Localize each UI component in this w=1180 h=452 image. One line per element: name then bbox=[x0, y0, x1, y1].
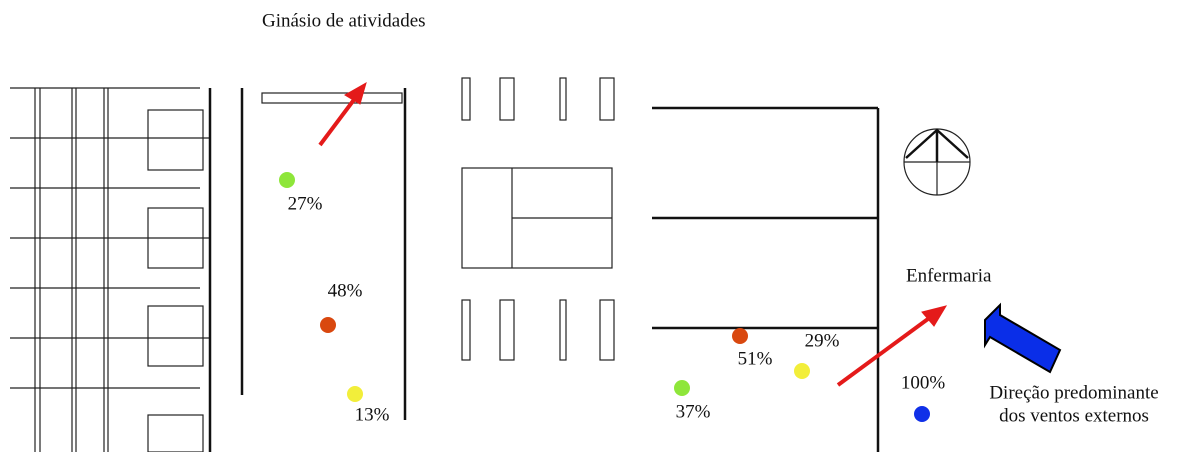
wind-label: dos ventos externos bbox=[999, 405, 1149, 426]
measure-point bbox=[320, 317, 336, 333]
measure-point bbox=[347, 386, 363, 402]
measure-label: 37% bbox=[676, 401, 711, 422]
measure-point bbox=[914, 406, 930, 422]
measure-point bbox=[794, 363, 810, 379]
floor-plan bbox=[10, 77, 1062, 452]
wind-label: Direção predominante bbox=[989, 382, 1158, 403]
gym-label: Ginásio de atividades bbox=[262, 10, 426, 31]
measure-label: 48% bbox=[328, 280, 363, 301]
measure-label: 100% bbox=[901, 372, 946, 393]
measure-point bbox=[674, 380, 690, 396]
measure-label: 13% bbox=[355, 404, 390, 425]
measure-label: 27% bbox=[288, 193, 323, 214]
measure-point bbox=[279, 172, 295, 188]
infirmary-label: Enfermaria bbox=[906, 265, 992, 286]
measure-label: 51% bbox=[738, 348, 773, 369]
measure-label: 29% bbox=[805, 330, 840, 351]
measure-point bbox=[732, 328, 748, 344]
